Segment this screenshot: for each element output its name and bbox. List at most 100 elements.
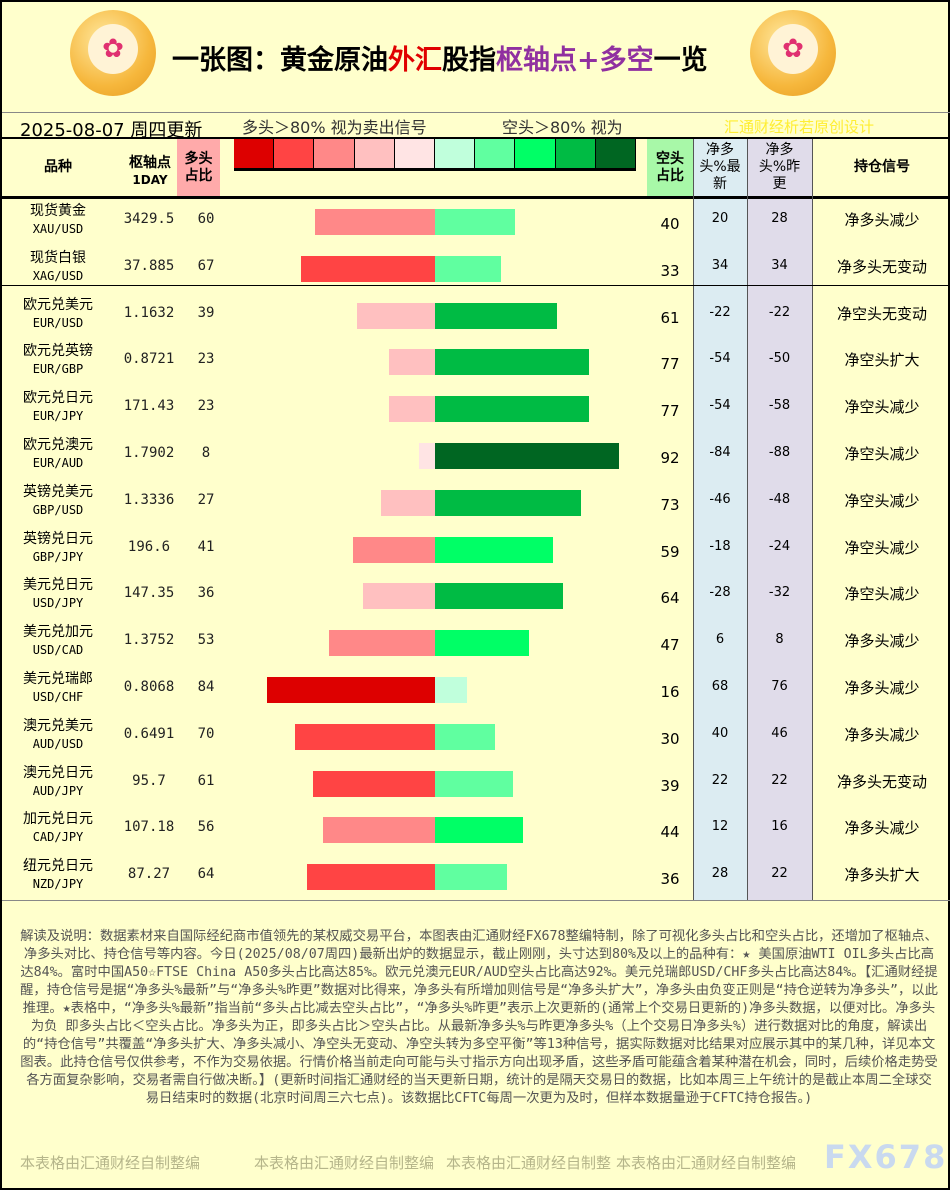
instrument-name: 欧元兑澳元 EUR/AUD [23, 437, 93, 470]
short-percent: 47 [660, 636, 680, 655]
long-percent: 67 [197, 257, 215, 274]
net-long-latest: 68 [711, 679, 729, 694]
header-pivot: 枢轴点 1DAY [129, 155, 171, 187]
long-bar [295, 723, 435, 750]
table-row: 澳元兑美元 AUD/USD 0.6491 70 30 40 46 净多头减少 [2, 714, 950, 761]
header-short: 空头占比 [647, 139, 693, 196]
long-bar [381, 489, 435, 516]
position-signal: 净多头扩大 [844, 866, 920, 885]
table-row: 澳元兑日元 AUD/JPY 95.7 61 39 22 22 净多头无变动 [2, 761, 950, 808]
instrument-name: 澳元兑日元 AUD/JPY [23, 764, 93, 798]
short-bar [435, 770, 513, 797]
legend-swatch [515, 139, 556, 168]
position-signal: 净空头减少 [844, 398, 920, 417]
pivot-value: 1.7902 [123, 445, 175, 461]
page-title: 一张图：黄金原油外汇股指枢轴点+多空一览 [172, 45, 708, 76]
update-date: 2025-08-07 周四更新 [20, 120, 203, 141]
pivot-value: 0.8721 [123, 351, 175, 368]
legend-swatch [234, 139, 275, 168]
position-signal: 净多头减少 [844, 211, 920, 229]
long-percent: 41 [197, 538, 215, 555]
long-percent: 60 [197, 211, 215, 227]
short-bar [435, 817, 523, 844]
net-long-latest: 20 [711, 211, 729, 226]
table-row: 美元兑瑞郎 USD/CHF 0.8068 84 16 68 76 净多头减少 [2, 667, 950, 714]
pivot-value: 1.3336 [123, 491, 175, 508]
position-signal: 净多头减少 [844, 632, 920, 651]
short-bar [435, 536, 553, 563]
pivot-value: 147.35 [123, 585, 175, 602]
watermark: 本表格由汇通财经自制整编 [616, 1154, 797, 1172]
logo-left: ✿ [70, 10, 156, 96]
pivot-value: 107.18 [123, 819, 175, 836]
short-percent: 30 [660, 729, 680, 748]
position-signal: 净空头减少 [844, 491, 920, 510]
watermark: 本表格由汇通财经自制整编 [20, 1154, 201, 1172]
position-signal: 净多头无变动 [836, 257, 927, 276]
color-legend [234, 139, 637, 171]
long-bar [353, 536, 435, 563]
long-bar [315, 209, 435, 235]
table-row: 现货黄金 XAU/USD 3429.5 60 40 20 28 净多头减少 [2, 199, 950, 246]
long-bar [357, 302, 435, 329]
position-signal: 净多头减少 [844, 819, 920, 838]
long-percent: 27 [197, 491, 215, 508]
long-percent: 56 [197, 819, 215, 836]
short-percent: 59 [660, 542, 680, 561]
net-long-previous: 34 [771, 257, 788, 273]
net-long-previous: 8 [775, 632, 784, 648]
position-signal: 净多头减少 [844, 725, 920, 744]
instrument-name: 美元兑加元 USD/CAD [23, 624, 93, 658]
instrument-name: 加元兑日元 CAD/JPY [23, 811, 93, 845]
position-signal: 净空头无变动 [836, 304, 927, 323]
position-signal: 净空头减少 [844, 538, 920, 557]
instrument-name: 美元兑日元 USD/JPY [23, 577, 93, 611]
short-percent: 40 [660, 215, 680, 233]
net-long-previous: -50 [768, 351, 791, 367]
position-signal: 净空头扩大 [844, 351, 920, 370]
net-long-latest: -54 [709, 351, 731, 367]
long-bar [389, 396, 435, 423]
logo-right: ✿ [750, 10, 836, 96]
pivot-value: 3429.5 [123, 211, 175, 227]
net-long-latest: 6 [715, 632, 725, 648]
header-net-new: 净多头%最新 [693, 139, 747, 196]
pivot-value: 1.1632 [123, 304, 175, 321]
legend-swatch [274, 139, 315, 168]
short-percent: 36 [660, 870, 680, 889]
instrument-name: 欧元兑英镑 EUR/GBP [23, 343, 93, 377]
short-bar [435, 677, 467, 703]
long-percent: 64 [197, 866, 215, 883]
short-bar [435, 349, 589, 376]
short-percent: 61 [660, 308, 680, 327]
net-long-latest: -28 [709, 585, 731, 601]
net-long-latest: 34 [711, 257, 729, 273]
short-bar [435, 583, 563, 610]
explanation-text: 解读及说明：数据素材来自国际经纪商市值领先的某权威交易平台，本图表由汇通财经FX… [20, 929, 938, 1106]
instrument-name: 纽元兑日元 NZD/JPY [23, 858, 93, 892]
table-row: 纽元兑日元 NZD/JPY 87.27 64 36 28 22 净多头扩大 [2, 854, 950, 901]
net-long-previous: -58 [768, 398, 791, 414]
short-bar [435, 630, 529, 657]
net-long-latest: 28 [711, 866, 729, 882]
short-bar [435, 396, 589, 423]
net-long-latest: -54 [709, 398, 731, 414]
instrument-name: 现货白银 XAG/USD [30, 249, 86, 283]
table-row: 现货白银 XAG/USD 37.885 67 33 34 34 净多头无变动 [2, 246, 950, 293]
table-row: 英镑兑美元 GBP/USD 1.3336 27 73 -46 -48 净空头减少 [2, 480, 950, 527]
fx678-logo: FX678 [824, 1138, 948, 1176]
long-percent: 23 [197, 398, 215, 415]
instrument-name: 英镑兑美元 GBP/USD [23, 483, 93, 517]
long-bar [267, 677, 435, 703]
net-long-latest: -18 [709, 538, 731, 554]
position-signal: 净多头无变动 [836, 772, 927, 791]
pivot-value: 87.27 [127, 866, 171, 883]
net-long-previous: 22 [771, 772, 788, 788]
long-percent: 39 [197, 304, 215, 321]
short-percent: 77 [660, 355, 680, 374]
short-percent: 39 [660, 776, 680, 795]
long-bar [363, 583, 435, 610]
pivot-value: 0.6491 [123, 725, 175, 742]
pivot-value: 1.3752 [123, 632, 175, 649]
credit: 汇通财经析若原创设计 [724, 118, 875, 136]
